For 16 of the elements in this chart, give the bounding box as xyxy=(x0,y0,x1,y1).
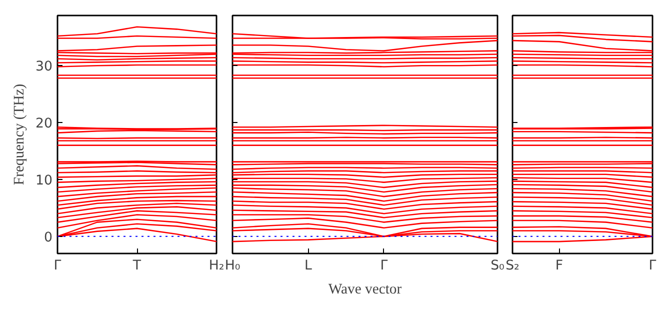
y-tick-label: 0 xyxy=(44,230,53,246)
y-tick-label: 10 xyxy=(36,173,53,188)
x-tick-label: S₂ xyxy=(506,258,520,274)
y-tick-label: 20 xyxy=(36,116,53,132)
x-tick-label: H₂ xyxy=(208,258,224,274)
x-tick-label: Γ xyxy=(648,258,657,274)
x-tick-label: Γ xyxy=(54,258,62,274)
y-axis-title: Frequency (THz) xyxy=(12,84,28,186)
x-axis-title: Wave vector xyxy=(328,282,402,298)
x-tick-label: T xyxy=(132,258,142,274)
x-tick-label: S₀ xyxy=(490,258,504,274)
x-tick-label: F xyxy=(555,258,564,274)
y-tick-label: 30 xyxy=(36,60,53,75)
x-tick-label: L xyxy=(304,258,312,274)
x-tick-label: Γ xyxy=(380,258,388,274)
x-tick-label: H₀ xyxy=(224,258,240,274)
